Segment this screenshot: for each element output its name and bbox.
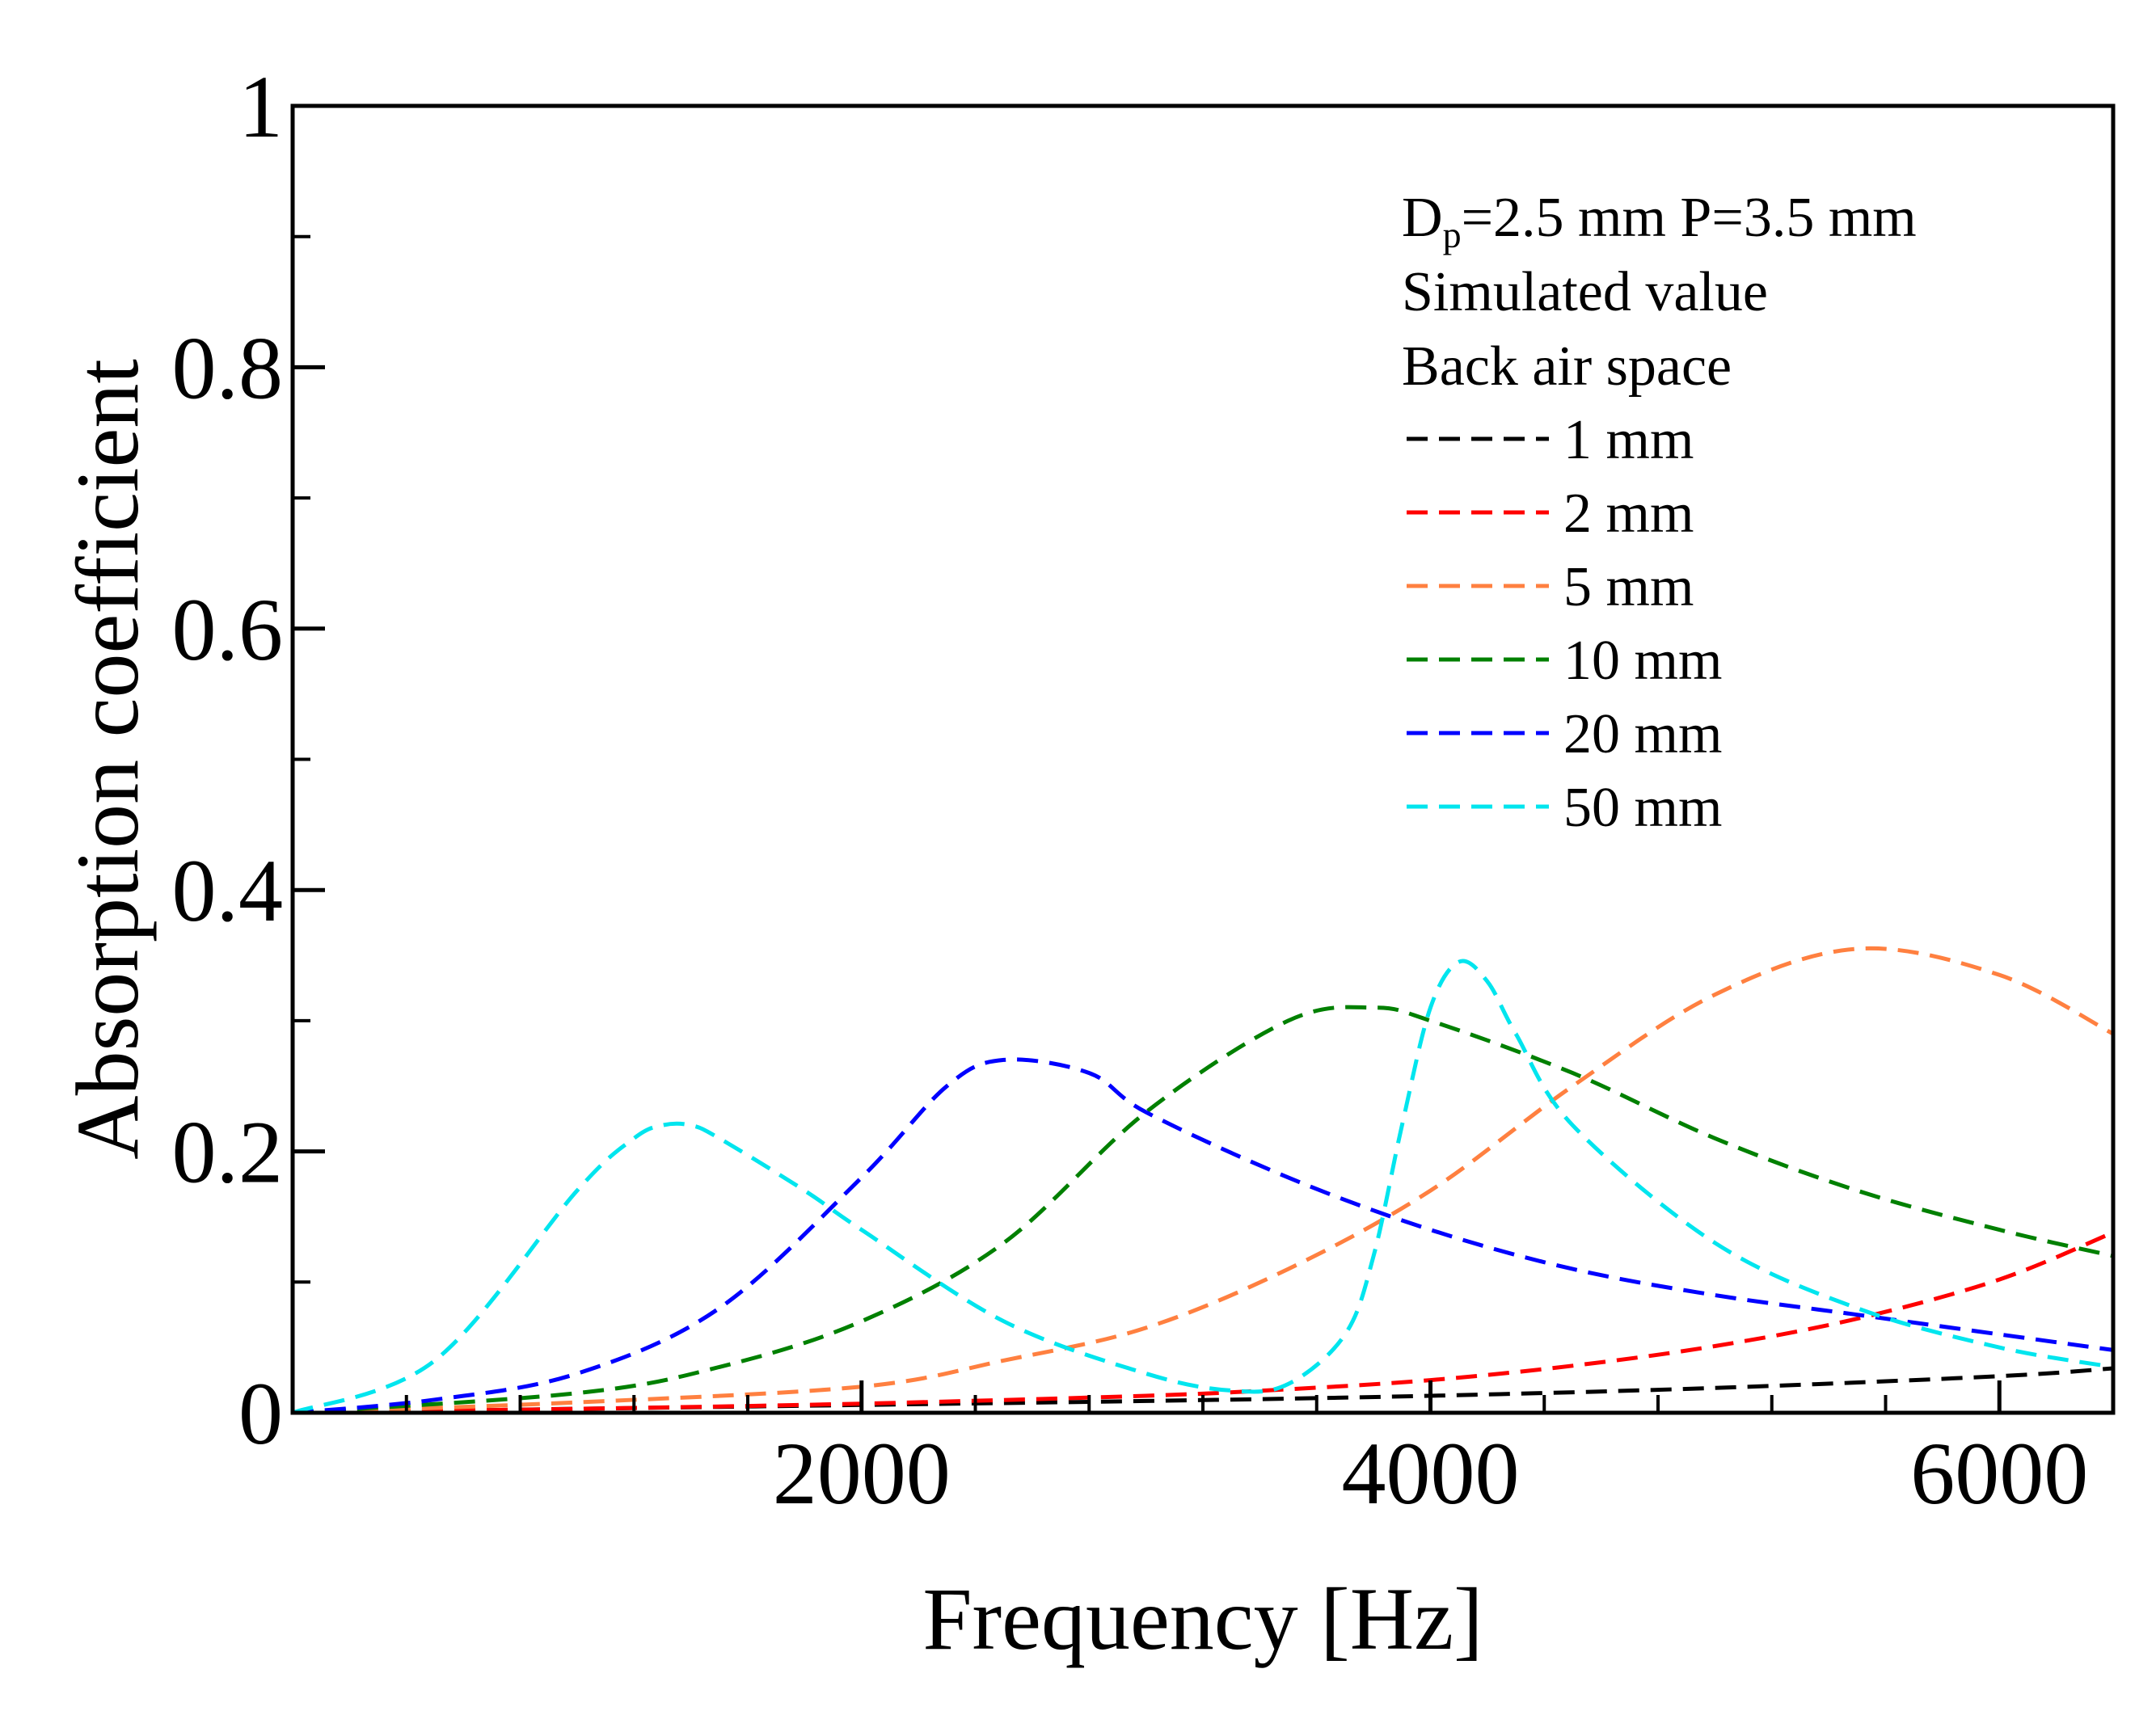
legend: Dp=2.5 mm P=3.5 mm Simulated value Back … xyxy=(1402,187,1917,839)
y-tick-label: 0.2 xyxy=(172,1103,284,1202)
y-tick-label: 0.8 xyxy=(172,318,284,417)
legend-label: 2 mm xyxy=(1563,483,1694,545)
legend-label: 10 mm xyxy=(1563,630,1722,692)
x-axis-label: Frequency [Hz] xyxy=(922,1570,1483,1668)
series-line-5-mm xyxy=(292,946,2115,1415)
series-layer xyxy=(292,946,2115,1415)
y-tick-label: 0 xyxy=(238,1364,283,1463)
series-line-20-mm xyxy=(292,1057,2114,1415)
y-tick-label: 0.4 xyxy=(172,841,284,940)
y-tick-label: 1 xyxy=(238,57,283,156)
series-line-10-mm xyxy=(292,1005,2114,1415)
series-line-2-mm xyxy=(292,1230,2114,1415)
y-tick-label: 0.6 xyxy=(172,580,284,679)
x-tick-label: 2000 xyxy=(773,1424,951,1523)
legend-header-rest: =2.5 mm P=3.5 mm xyxy=(1462,187,1917,249)
legend-label: 1 mm xyxy=(1563,409,1694,471)
legend-header-back-air: Back air space xyxy=(1402,335,1732,398)
legend-label: 50 mm xyxy=(1563,777,1722,839)
legend-label: 20 mm xyxy=(1563,703,1722,765)
series-line-50-mm xyxy=(292,959,2114,1415)
y-axis-label: Absorption coefficient xyxy=(58,359,157,1160)
x-tick-label: 4000 xyxy=(1342,1424,1520,1523)
legend-header-parameters: Dp=2.5 mm P=3.5 mm xyxy=(1402,187,1917,255)
legend-header-simulated: Simulated value xyxy=(1402,261,1768,323)
legend-header-subscript: p xyxy=(1443,214,1462,255)
ticks-layer: 2000 4000 6000 0 0.2 0.4 0.6 0.8 1 xyxy=(172,57,2115,1523)
x-tick-label: 6000 xyxy=(1910,1424,2088,1523)
legend-label: 5 mm xyxy=(1563,556,1694,618)
legend-header-main: D xyxy=(1402,187,1443,249)
